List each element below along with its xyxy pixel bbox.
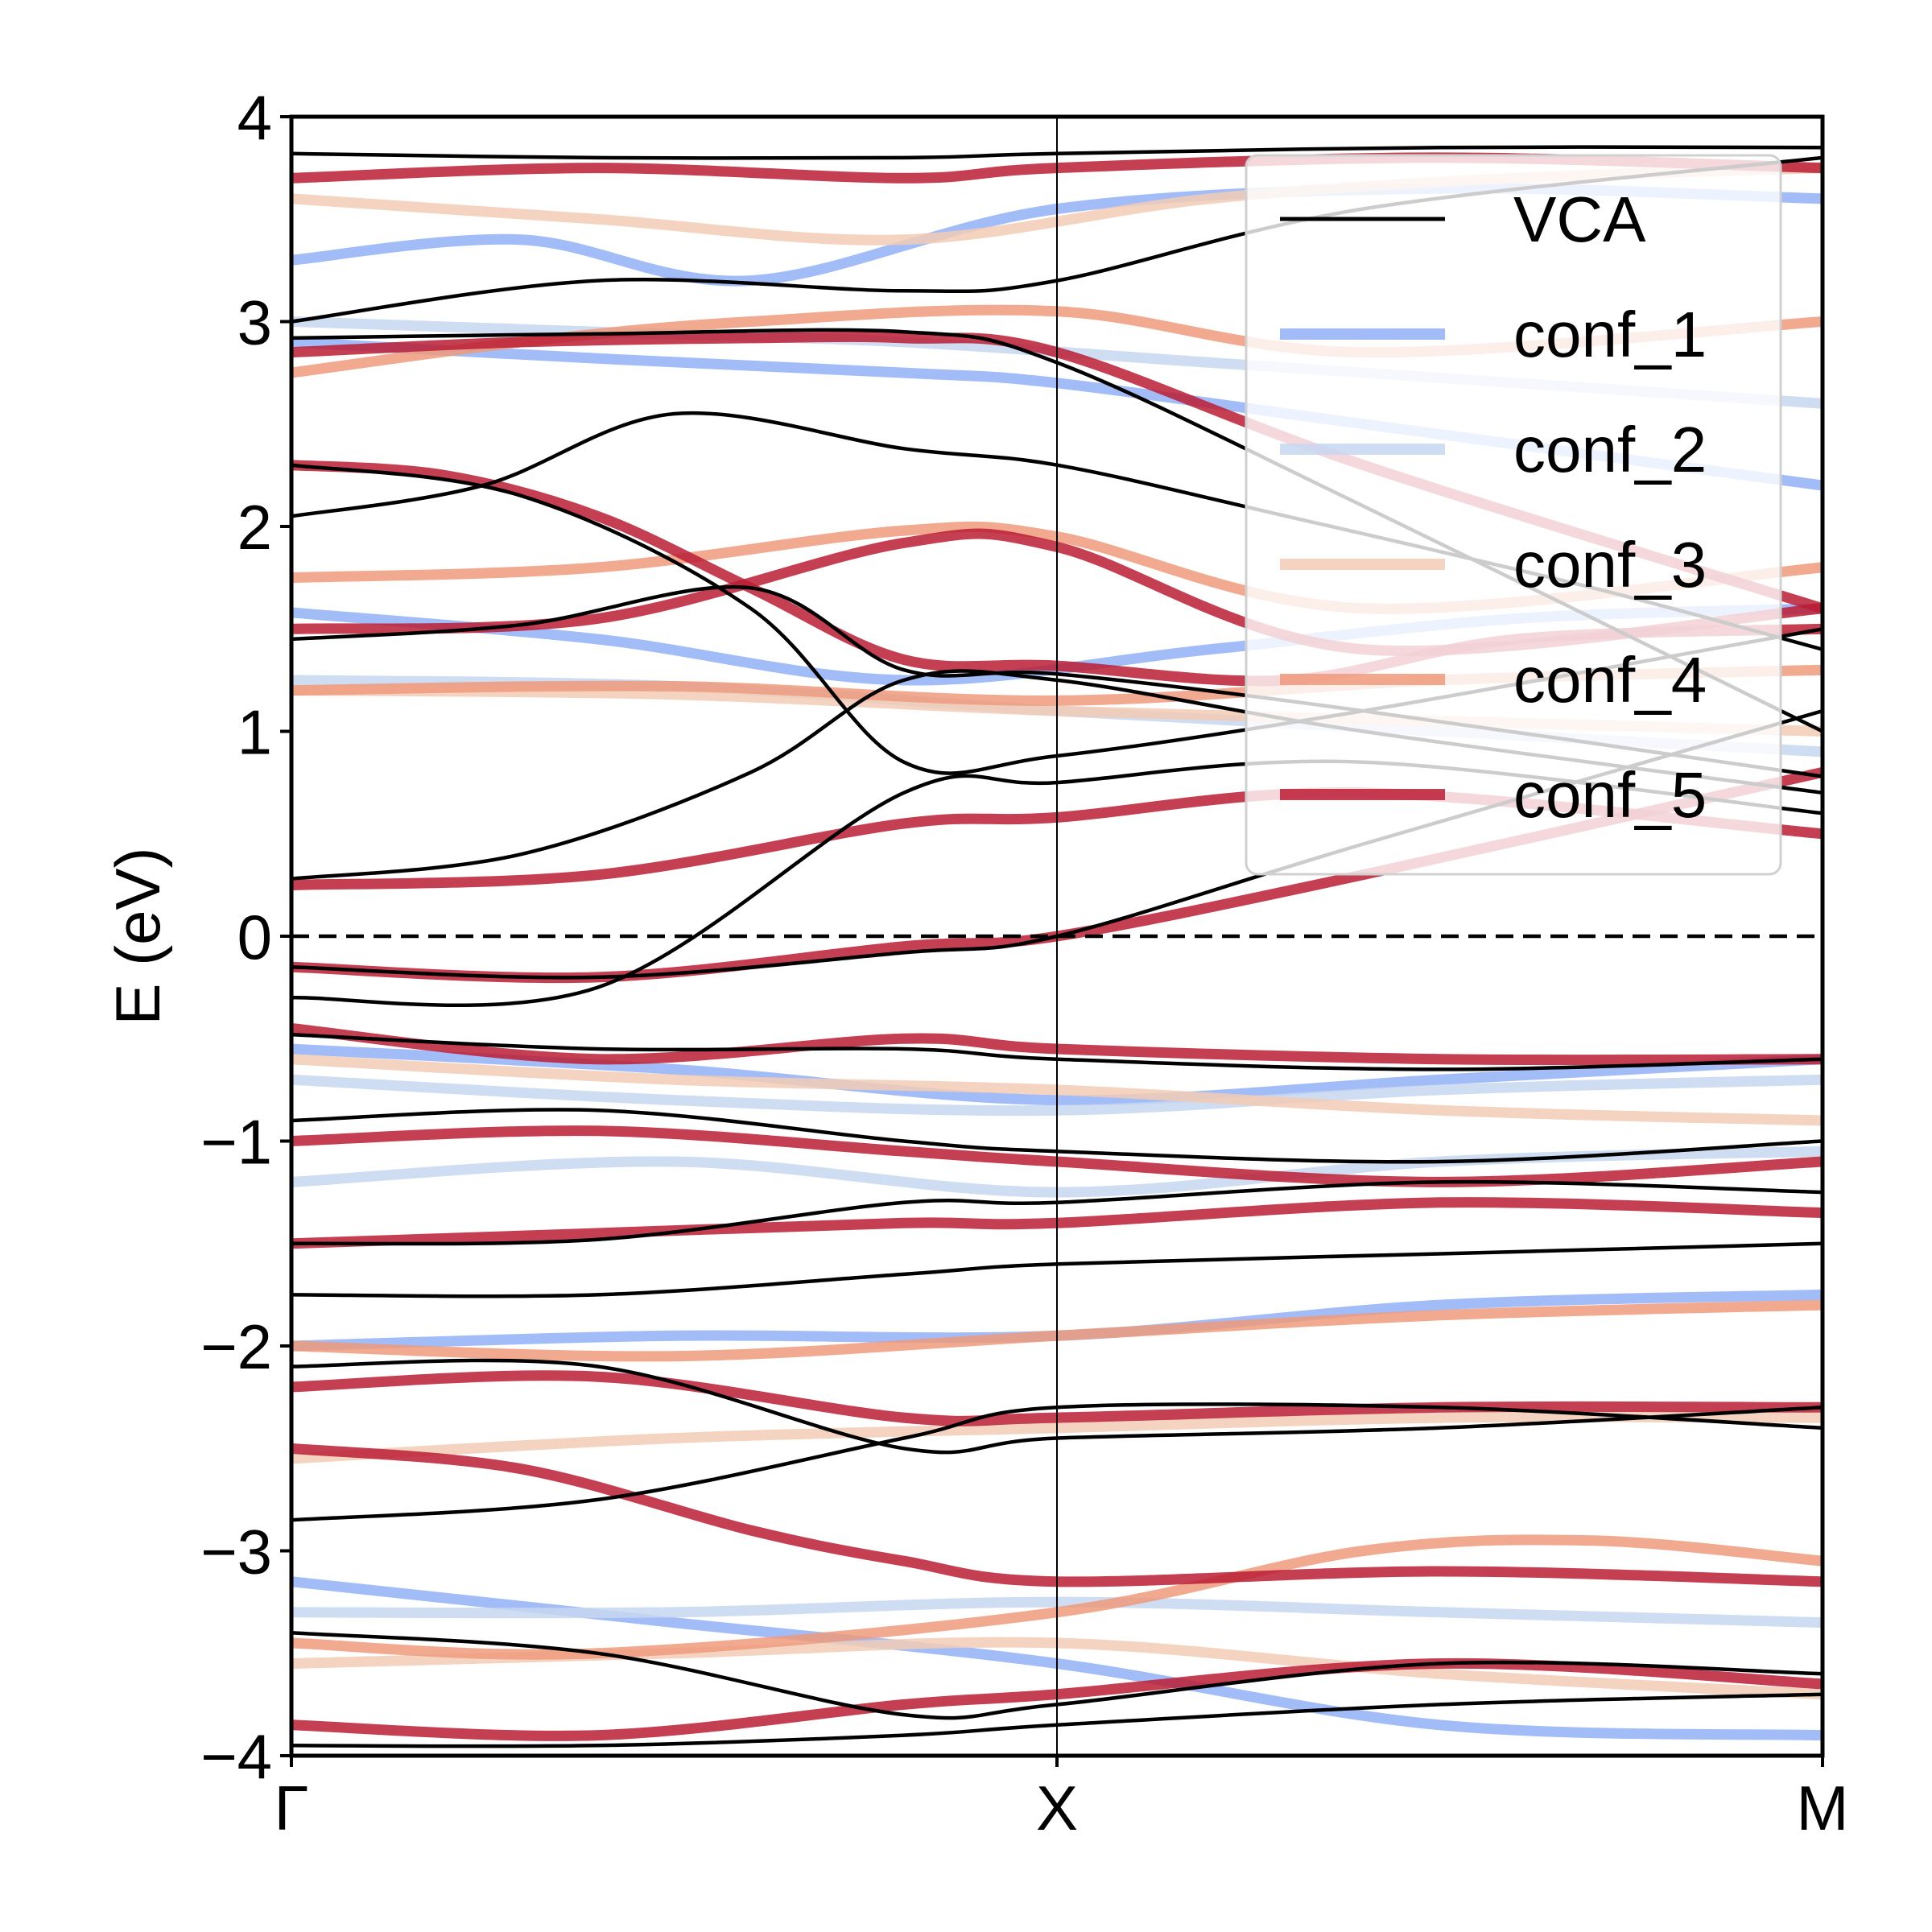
legend-label: conf_2 [1513, 414, 1707, 485]
band-line [291, 1241, 1823, 1298]
band-line [291, 1023, 1823, 1066]
y-tick-label: 3 [237, 287, 272, 358]
band-line [291, 1179, 1823, 1246]
band-line [291, 1443, 1823, 1587]
y-tick-label: 1 [237, 697, 272, 768]
legend-label: conf_3 [1513, 529, 1707, 601]
band-line [291, 1657, 1823, 1741]
band-line [291, 1197, 1823, 1249]
band-line [291, 1692, 1823, 1748]
band-line [291, 1108, 1823, 1164]
band-line [291, 1370, 1823, 1426]
y-tick-label: −4 [200, 1721, 272, 1792]
x-tick-label: X [1036, 1773, 1078, 1843]
legend-label: conf_4 [1513, 644, 1707, 716]
y-axis-label: E (eV) [102, 847, 173, 1025]
band-line [291, 1534, 1823, 1660]
legend: VCA conf_1 conf_2 conf_3 conf_4 conf_5 [1245, 154, 1782, 876]
y-tick-label: −2 [200, 1311, 272, 1382]
y-tick-label: 2 [237, 492, 272, 563]
x-tick-label: Γ [275, 1773, 309, 1843]
band-line [291, 1631, 1823, 1720]
reference-lines [291, 117, 1823, 1756]
x-tick-label: M [1797, 1773, 1849, 1843]
y-ticks: −4 −3 −2 −1 0 1 2 3 4 [200, 82, 291, 1792]
band-line [291, 1125, 1823, 1187]
legend-label: conf_5 [1513, 759, 1707, 831]
band-line [291, 1032, 1823, 1071]
y-tick-label: 4 [237, 82, 272, 153]
y-tick-label: −3 [200, 1517, 272, 1587]
band-line [291, 1402, 1823, 1522]
y-tick-label: 0 [237, 902, 272, 972]
band-line [291, 145, 1823, 160]
band-line [291, 1358, 1823, 1455]
legend-label: conf_1 [1513, 299, 1707, 370]
legend-label: VCA [1513, 184, 1646, 255]
y-tick-label: −1 [200, 1107, 272, 1178]
